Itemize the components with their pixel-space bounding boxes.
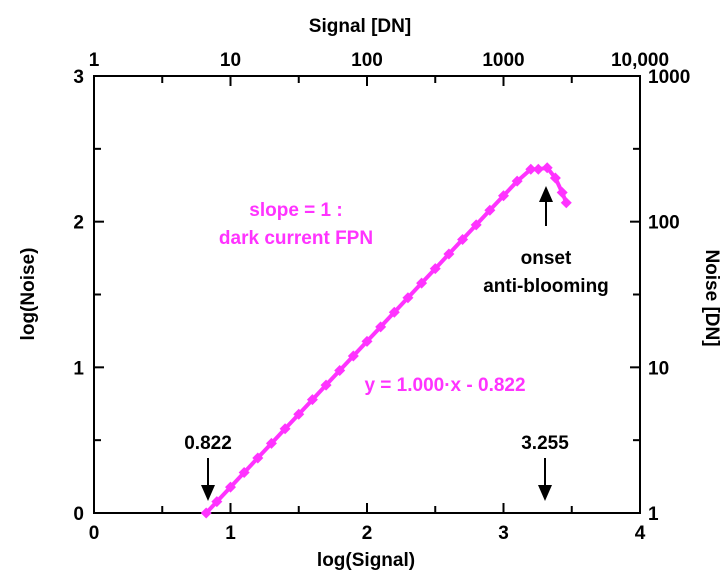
right-marker-arrow: [538, 458, 552, 501]
data-point: [375, 321, 387, 333]
x-tick-label: 0: [89, 523, 100, 544]
data-point: [347, 350, 359, 362]
x2-tick-label: 10: [220, 50, 241, 71]
data-point: [549, 172, 561, 184]
data-point: [361, 335, 373, 347]
data-point: [532, 163, 544, 175]
data-point: [498, 190, 509, 202]
data-point: [560, 197, 572, 209]
x-tick-label: 3: [498, 523, 509, 544]
y2-tick-label: 10: [648, 358, 669, 379]
x-tick-label: 1: [225, 523, 236, 544]
x-axis-title: log(Signal): [317, 550, 415, 571]
data-point: [265, 437, 277, 449]
x2-tick-label: 100: [351, 50, 383, 71]
annotation-onset-line1: onset: [521, 248, 572, 269]
data-point: [416, 277, 428, 289]
data-point: [511, 175, 523, 187]
onset-arrow: [539, 186, 553, 226]
data-point: [556, 187, 568, 199]
data-point: [211, 496, 223, 508]
data-point: [402, 292, 414, 304]
y-tick-label: 2: [73, 213, 84, 234]
x2-tick-label: 1000: [482, 50, 524, 71]
x2-tick-label: 1: [89, 50, 100, 71]
annotation-equation: y = 1.000·x - 0.822: [364, 375, 525, 396]
data-point: [334, 365, 346, 377]
y-tick-label: 3: [73, 67, 84, 88]
data-point: [388, 306, 400, 318]
annotation-onset-line2: anti-blooming: [483, 276, 609, 297]
data-point: [541, 162, 553, 174]
data-point: [225, 481, 236, 493]
y-tick-label: 0: [73, 504, 84, 525]
y2-tick-label: 100: [648, 213, 680, 234]
y2-tick-label: 1000: [648, 67, 690, 88]
x2-axis-title: Signal [DN]: [309, 16, 411, 37]
data-point: [443, 248, 455, 260]
data-point: [470, 219, 482, 231]
data-point: [306, 394, 318, 406]
data-point: [252, 452, 264, 464]
data-point: [457, 233, 469, 245]
data-point: [238, 467, 250, 479]
y-axis-title: log(Noise): [18, 248, 39, 341]
annotation-left-marker: 0.822: [184, 433, 232, 454]
x-tick-label: 2: [362, 523, 373, 544]
left-marker-arrow: [201, 458, 215, 501]
annotation-slope-line1: slope = 1 :: [249, 200, 342, 221]
annotation-right-marker: 3.255: [521, 433, 569, 454]
data-point: [279, 423, 291, 435]
y2-tick-label: 1: [648, 504, 659, 525]
x2-tick-label: 10,000: [611, 50, 669, 71]
y-tick-label: 1: [73, 358, 84, 379]
data-point: [484, 204, 496, 216]
data-point: [320, 379, 332, 391]
series-markers: [200, 162, 572, 519]
data-point: [293, 408, 305, 420]
x-tick-label: 4: [635, 523, 646, 544]
data-point: [429, 263, 441, 275]
data-point: [200, 507, 212, 519]
tick-marks: [93, 75, 641, 514]
data-point: [525, 163, 537, 175]
annotation-slope-line2: dark current FPN: [219, 228, 373, 249]
y2-axis-title: Noise [DN]: [701, 249, 722, 346]
